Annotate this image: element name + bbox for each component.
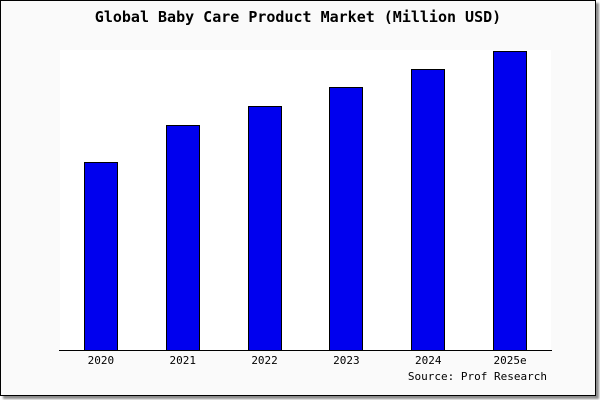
bar-2025e bbox=[493, 51, 528, 350]
plot-area bbox=[60, 50, 551, 350]
bars-group bbox=[60, 50, 551, 350]
bar-slot-2025e bbox=[469, 50, 551, 350]
x-tick-label-2021: 2021 bbox=[169, 354, 196, 367]
bar-slot-2020 bbox=[60, 50, 142, 350]
x-tick-label-2024: 2024 bbox=[414, 354, 442, 367]
bar-slot-2024 bbox=[387, 50, 469, 350]
x-axis-labels: 2020 2021 2022 2023 2024 2025e bbox=[60, 354, 551, 368]
bar-2020 bbox=[83, 162, 118, 350]
bar-2022 bbox=[247, 106, 282, 350]
x-tick-label-2022: 2022 bbox=[251, 354, 278, 367]
bar-2021 bbox=[165, 125, 200, 350]
x-tick-label-2020: 2020 bbox=[87, 354, 115, 367]
bar-slot-2023 bbox=[305, 50, 387, 350]
x-tick-label-2023: 2023 bbox=[333, 354, 360, 367]
bar-slot-2022 bbox=[224, 50, 306, 350]
source-credit: Source: Prof Research bbox=[407, 370, 547, 383]
bar-2024 bbox=[411, 69, 446, 350]
bar-2023 bbox=[329, 87, 364, 350]
x-tick-label-2025e: 2025e bbox=[493, 354, 527, 367]
x-axis-line bbox=[59, 350, 552, 351]
chart-title: Global Baby Care Product Market (Million… bbox=[94, 8, 502, 26]
bar-slot-2021 bbox=[142, 50, 224, 350]
